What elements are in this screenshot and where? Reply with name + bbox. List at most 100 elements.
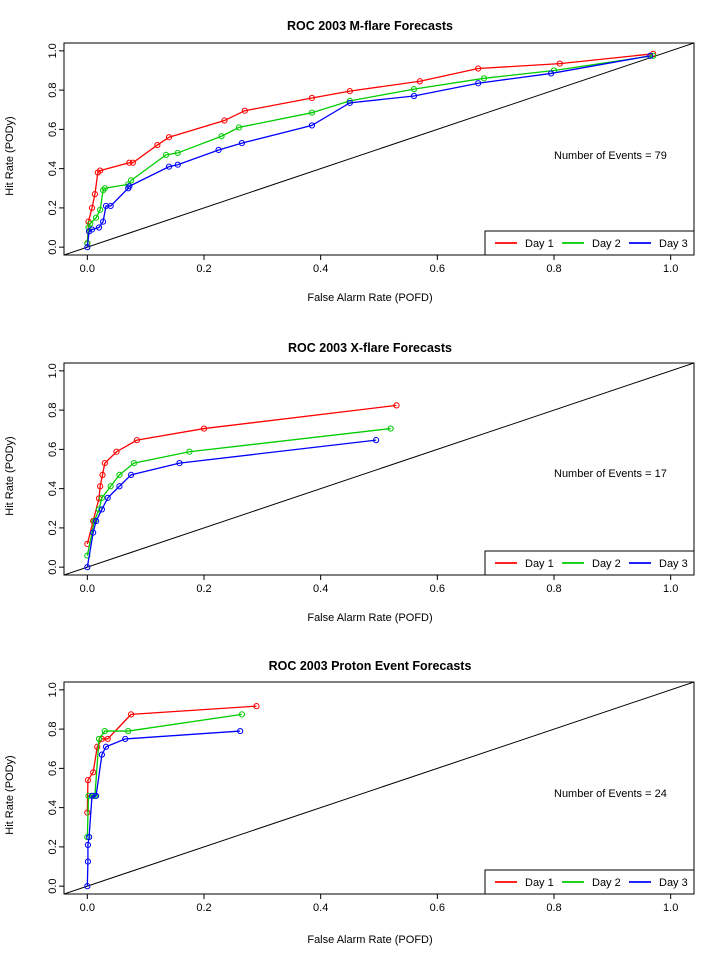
data-point [126, 159, 133, 166]
data-point [127, 711, 135, 718]
plot-area: 0.0 0.2 0.4 0.6 0.8 1.0 0.0 0.2 0.4 0.6 0.8 1.0 Day … [47, 681, 695, 914]
event-count-annotation: Number of Events = 17 [554, 468, 667, 480]
data-point [85, 224, 92, 231]
x-tick-label: 0.8 [546, 583, 561, 595]
y-tick-label: 0.2 [47, 200, 59, 215]
y-tick-label: 0.8 [47, 402, 59, 417]
y-tick-label: 0.4 [47, 481, 59, 496]
series-line [86, 53, 654, 244]
series-day-1 [84, 703, 260, 816]
x-tick-label: 0.0 [80, 583, 95, 595]
roc-x-flare-panel: ROC 2003 X-flare Forecasts False Alarm R… [4, 341, 695, 624]
y-tick-label: 1.0 [47, 363, 59, 378]
data-point [125, 727, 132, 735]
plot-frame [63, 42, 695, 256]
data-point [92, 792, 100, 799]
x-tick-label: 0.6 [430, 583, 445, 595]
y-axis-label: Hit Rate (PODy) [4, 116, 16, 195]
data-point [104, 494, 111, 501]
data-point [90, 529, 97, 536]
data-point [85, 218, 92, 225]
data-point [346, 87, 353, 95]
data-point [88, 226, 96, 233]
data-point [84, 777, 92, 784]
legend-label: Day 2 [592, 558, 621, 570]
data-point [253, 703, 260, 710]
data-point [116, 483, 123, 490]
data-point [218, 133, 225, 140]
legend-box [484, 869, 695, 895]
data-point [84, 883, 91, 890]
y-tick-label: 0.6 [47, 442, 59, 457]
plot-content [64, 363, 694, 575]
data-point [176, 460, 183, 467]
x-tick-label: 0.2 [196, 263, 211, 275]
data-point [107, 483, 114, 490]
data-point [102, 202, 110, 210]
legend-label: Day 3 [659, 238, 688, 250]
data-point [101, 460, 108, 467]
series-day-2 [84, 425, 394, 559]
y-tick-label: 1.0 [47, 43, 59, 58]
x-tick-label: 0.4 [313, 902, 328, 914]
x-tick-label: 0.0 [80, 263, 95, 275]
data-point [126, 183, 133, 190]
data-point [480, 75, 488, 82]
data-point [97, 167, 104, 174]
data-point [104, 735, 111, 743]
data-point [98, 751, 106, 758]
data-point [133, 437, 141, 444]
data-point [308, 94, 316, 102]
legend-box [484, 230, 695, 256]
data-point [84, 841, 92, 849]
series-day-1 [84, 50, 657, 247]
legend-label: Day 2 [592, 877, 621, 889]
x-tick-label: 1.0 [663, 902, 678, 914]
plot-frame [63, 362, 695, 576]
series-line [86, 55, 651, 248]
plot-content [64, 682, 694, 894]
plot-content [64, 43, 694, 255]
data-point [97, 483, 104, 490]
y-tick-label: 0.8 [47, 721, 59, 736]
legend-label: Day 3 [659, 558, 688, 570]
no-skill-diagonal [64, 682, 694, 894]
data-point [84, 244, 91, 251]
y-tick-label: 0.4 [47, 800, 59, 815]
data-point [174, 161, 181, 168]
x-axis-label: False Alarm Rate (POFD) [307, 292, 432, 304]
data-point [174, 149, 181, 157]
legend-box [484, 550, 695, 576]
data-point [165, 163, 173, 170]
roc-proton-event-panel: ROC 2003 Proton Event Forecasts False Al… [4, 659, 695, 946]
data-point [346, 99, 353, 106]
x-axis-label: False Alarm Rate (POFD) [307, 612, 432, 624]
event-count-annotation: Number of Events = 79 [554, 150, 667, 162]
data-point [92, 214, 100, 221]
data-point [113, 448, 120, 455]
series-line [86, 55, 654, 244]
series-day-2 [84, 711, 246, 841]
data-point [102, 743, 110, 750]
data-point [116, 471, 123, 478]
legend-label: Day 1 [525, 877, 554, 889]
series-day-3 [84, 52, 654, 251]
data-point [101, 185, 108, 192]
data-point [221, 117, 228, 124]
data-point [88, 204, 96, 211]
data-point [91, 191, 99, 198]
data-point [200, 425, 208, 432]
data-point [127, 471, 135, 478]
series-line [86, 427, 391, 556]
data-point [237, 727, 244, 735]
series-line [86, 439, 377, 568]
data-point [235, 124, 243, 131]
x-tick-label: 0.4 [313, 263, 328, 275]
y-tick-label: 0.6 [47, 761, 59, 776]
data-point [94, 743, 101, 750]
data-point [97, 206, 104, 213]
data-point [241, 107, 248, 114]
y-tick-label: 0.4 [47, 161, 59, 176]
data-point [84, 833, 91, 841]
